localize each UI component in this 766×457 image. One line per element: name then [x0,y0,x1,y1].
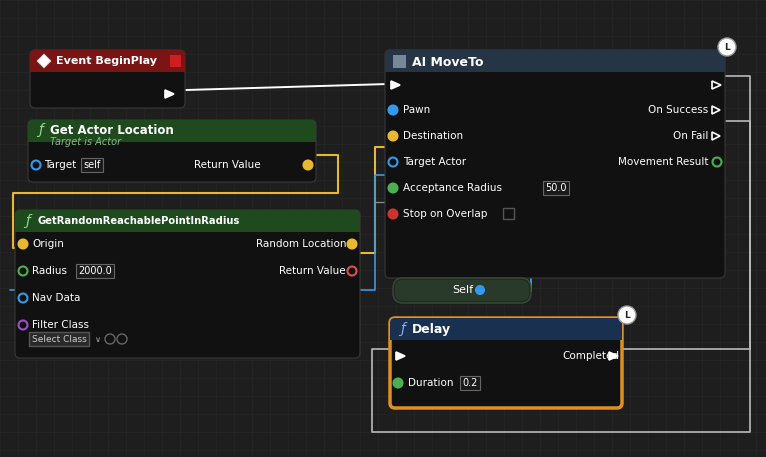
Circle shape [18,239,28,249]
Text: GetRandomReachablePointInRadius: GetRandomReachablePointInRadius [37,216,239,226]
FancyBboxPatch shape [30,50,185,72]
Circle shape [718,38,736,56]
Bar [385,55,725,72]
Text: Destination: Destination [403,131,463,141]
Circle shape [303,160,313,170]
Text: Filter Class: Filter Class [32,320,89,330]
Text: Nav Data: Nav Data [32,293,80,303]
Bar [503,208,514,219]
Text: 0.2: 0.2 [462,378,477,388]
Text: Acceptance Radius: Acceptance Radius [403,183,502,193]
Text: Stop on Overlap: Stop on Overlap [403,209,487,219]
Text: Target Actor: Target Actor [403,157,466,167]
Text: Pawn: Pawn [403,105,430,115]
FancyBboxPatch shape [28,120,316,182]
Circle shape [394,378,402,388]
FancyBboxPatch shape [15,210,360,232]
Text: Get Actor Location: Get Actor Location [50,123,174,137]
Text: 50.0: 50.0 [545,183,567,193]
Text: On Fail: On Fail [673,131,708,141]
Text: ƒ: ƒ [38,123,43,137]
Bar [393,55,406,68]
Polygon shape [609,352,618,360]
FancyBboxPatch shape [390,318,622,408]
Bar [170,55,181,67]
FancyBboxPatch shape [30,50,185,108]
FancyBboxPatch shape [390,318,622,340]
Bar [15,215,360,232]
Text: Target is Actor: Target is Actor [50,137,121,147]
Text: Movement Result: Movement Result [618,157,709,167]
FancyBboxPatch shape [15,210,360,358]
Text: ƒ: ƒ [25,214,30,228]
FancyBboxPatch shape [395,280,529,301]
Text: AI MoveTo: AI MoveTo [412,55,483,69]
Text: Radius: Radius [32,266,67,276]
Circle shape [388,132,398,140]
Circle shape [388,106,398,115]
Text: Return Value: Return Value [280,266,346,276]
Text: ∨: ∨ [95,335,101,344]
Polygon shape [396,352,405,360]
FancyBboxPatch shape [393,278,531,303]
FancyBboxPatch shape [385,50,725,72]
Bar [30,55,185,72]
Text: Origin: Origin [32,239,64,249]
Polygon shape [165,90,174,98]
Text: 2000.0: 2000.0 [78,266,112,276]
Text: Delay: Delay [412,323,451,335]
Bar [28,125,316,142]
Text: ƒ: ƒ [400,322,405,336]
Circle shape [476,286,484,294]
Text: Self: Self [452,285,473,295]
Circle shape [388,209,398,218]
FancyBboxPatch shape [385,50,725,278]
Circle shape [388,184,398,192]
Bar [390,323,622,340]
FancyBboxPatch shape [28,120,316,142]
Text: On Success: On Success [648,105,708,115]
Text: L: L [724,43,730,52]
Text: Return Value: Return Value [195,160,261,170]
Text: Event BeginPlay: Event BeginPlay [56,56,157,66]
Circle shape [618,306,636,324]
Text: Random Location: Random Location [256,239,346,249]
Polygon shape [391,81,400,89]
Text: L: L [624,311,630,320]
Text: Duration: Duration [408,378,453,388]
Text: Target: Target [44,160,77,170]
Text: Select Class: Select Class [32,335,87,344]
Polygon shape [37,54,51,68]
Circle shape [348,239,356,249]
Text: Completed: Completed [562,351,619,361]
Text: self: self [83,160,100,170]
